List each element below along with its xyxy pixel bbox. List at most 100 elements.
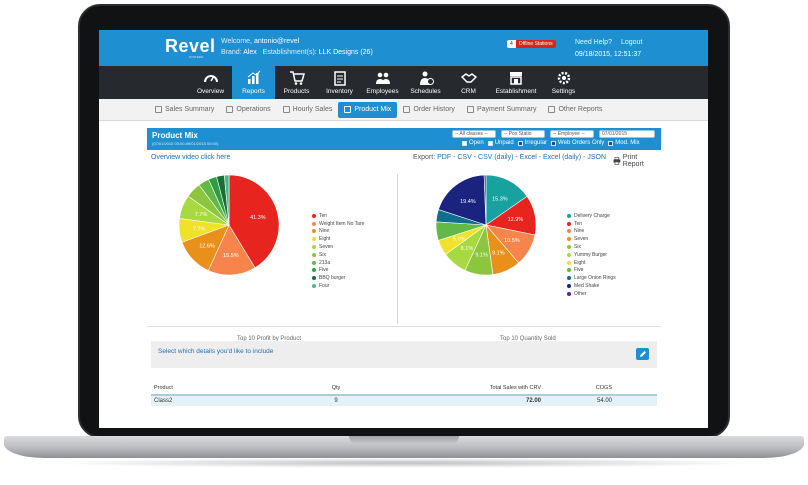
tab-sales-summary[interactable]: Sales Summary [149, 102, 220, 118]
checkbox[interactable] [551, 140, 557, 146]
legend-item[interactable]: Yummy Burger [567, 251, 616, 259]
nav-settings[interactable]: Settings [542, 66, 585, 99]
employee-select[interactable]: -- Employee -- [550, 130, 594, 138]
print-report-button[interactable]: Print Report [613, 154, 659, 168]
legend-item[interactable]: Weight Item No Tare [312, 220, 364, 228]
legend-item[interactable]: Six [312, 251, 364, 259]
slice-label: 10.5% [504, 238, 520, 244]
tab-operations[interactable]: Operations [220, 102, 276, 118]
slice-label: 7.7% [193, 226, 206, 232]
legend-item[interactable]: Eight [567, 259, 616, 267]
nav-overview[interactable]: Overview [189, 66, 232, 99]
pie-slice[interactable] [485, 174, 528, 226]
legend-label: Seven [574, 236, 589, 243]
legend-item[interactable]: Large Onion Rings [567, 274, 616, 282]
legend-label: Ten [574, 220, 583, 227]
tab-order-history[interactable]: Order History [397, 102, 461, 118]
pie-slice[interactable] [483, 174, 487, 226]
welcome-user[interactable]: antonio@revel [253, 38, 300, 45]
check-unpaid[interactable]: Unpaid [487, 140, 514, 146]
export-json-link[interactable]: JSON [587, 154, 607, 161]
legend-item[interactable]: Six [567, 243, 616, 251]
tab-label: Payment Summary [476, 106, 537, 113]
legend-item[interactable]: Eight [312, 235, 364, 243]
checkbox[interactable] [517, 140, 523, 146]
checkbox[interactable] [462, 140, 467, 146]
export-excel-daily-link[interactable]: Excel (daily) [543, 154, 582, 161]
printer-icon [613, 157, 621, 165]
checkbox[interactable] [487, 140, 493, 146]
check-open[interactable]: Open [462, 140, 484, 146]
legend-swatch [567, 276, 571, 281]
nav-inventory[interactable]: Inventory [318, 66, 361, 99]
offline-stations-badge[interactable]: 4 Offline Stations [507, 39, 556, 48]
col-qty[interactable]: Qty [331, 385, 341, 391]
pie-slice[interactable] [438, 174, 487, 226]
legend-label: Eight [574, 259, 586, 266]
check-web-orders[interactable]: Web Orders Only [551, 140, 604, 146]
quantity-pie-chart[interactable]: 15.3%12.9%10.5%9.1%9.1%8.1%5.0%19.4% [431, 170, 541, 280]
overview-video-link[interactable]: Overview video click here [151, 154, 231, 161]
export-excel-link[interactable]: Excel [519, 154, 537, 161]
nav-reports[interactable]: Reports [232, 66, 275, 99]
legend-item[interactable]: Other [567, 290, 616, 298]
cell-cogs: 54.00 [596, 398, 612, 404]
charts-area: 41.3% 15.5% 12.6% 7.7% 7.7% Ten Weight Item N… [147, 168, 661, 342]
tab-payment-summary[interactable]: Payment Summary [461, 102, 543, 118]
nav-schedules[interactable]: Schedules [404, 66, 447, 99]
date-select[interactable]: 07/01/2015 [599, 130, 655, 138]
legend-item[interactable]: Nine [312, 228, 364, 236]
legend-item[interactable]: Med Shake [567, 282, 616, 290]
edit-details-button[interactable] [636, 348, 649, 360]
check-irregular[interactable]: Irregular [517, 140, 547, 146]
pos-station-select[interactable]: -- Pos Statio [501, 130, 545, 138]
legend-item[interactable]: Ten [312, 212, 364, 220]
col-total-sales[interactable]: Total Sales with CRV [489, 385, 541, 391]
export-csv-link[interactable]: CSV [457, 154, 472, 161]
product-mix-header: Product Mix (07/01/2015 00:00-09/01/2015… [147, 128, 661, 150]
checkbox[interactable] [608, 140, 614, 146]
export-csv-daily-link[interactable]: CSV (daily) [478, 154, 514, 161]
tab-hourly-sales[interactable]: Hourly Sales [277, 102, 339, 118]
legend-item[interactable]: Four [312, 282, 364, 290]
nav-employees[interactable]: Employees [361, 66, 404, 99]
nav-products[interactable]: Products [275, 66, 318, 99]
profit-pie-chart[interactable]: 41.3% 15.5% 12.6% 7.7% 7.7% [174, 170, 284, 280]
tab-other-reports[interactable]: Other Reports [542, 102, 608, 118]
col-cogs[interactable]: COGS [595, 385, 612, 391]
legend-item[interactable]: Seven [312, 243, 364, 251]
export-pdf-link[interactable]: PDF [437, 154, 452, 161]
help-link[interactable]: Need Help? [575, 39, 612, 46]
nav-establishment[interactable]: Establishment [490, 66, 542, 99]
legend-swatch [567, 260, 571, 265]
legend-item[interactable]: Five [567, 267, 616, 275]
tab-icon [466, 106, 474, 113]
check-mod-mix[interactable]: Mod. Mix [608, 140, 640, 146]
brand-line: Brand: Alex Establishment(s): LLK Design… [221, 49, 373, 56]
legend-label: Five [574, 267, 584, 274]
legend-item[interactable]: Seven [567, 235, 616, 243]
brand-value[interactable]: Alex [243, 49, 257, 56]
legend-item[interactable]: Ten [567, 220, 616, 228]
legend-item[interactable]: Nine [567, 228, 616, 236]
logout-link[interactable]: Logout [621, 39, 643, 46]
pie-slice[interactable] [228, 174, 280, 269]
establishment-value[interactable]: LLK Designs (26) [318, 49, 373, 56]
legend-item[interactable]: Delivery Charge [567, 212, 616, 220]
details-selector[interactable]: Select which details you'd like to inclu… [151, 341, 657, 368]
table-row[interactable]: Class2 9 72.00 54.00 [151, 394, 657, 406]
nav-crm[interactable]: CRM [447, 66, 490, 99]
tab-product-mix[interactable]: Product Mix [338, 101, 398, 118]
tab-label: Sales Summary [165, 106, 215, 113]
class-filter-select[interactable]: -- All classes -- [452, 130, 496, 138]
slice-label: 15.3% [492, 196, 508, 202]
pie-slice[interactable] [207, 224, 256, 276]
pie-slice[interactable] [223, 174, 230, 226]
legend-item[interactable]: 213a [312, 259, 364, 267]
col-product[interactable]: Product [154, 385, 173, 391]
tab-icon [344, 106, 352, 113]
legend-item[interactable]: BBQ burger [312, 274, 364, 282]
revel-logo[interactable]: Revel [165, 36, 216, 56]
legend-item[interactable]: Five [312, 267, 364, 275]
